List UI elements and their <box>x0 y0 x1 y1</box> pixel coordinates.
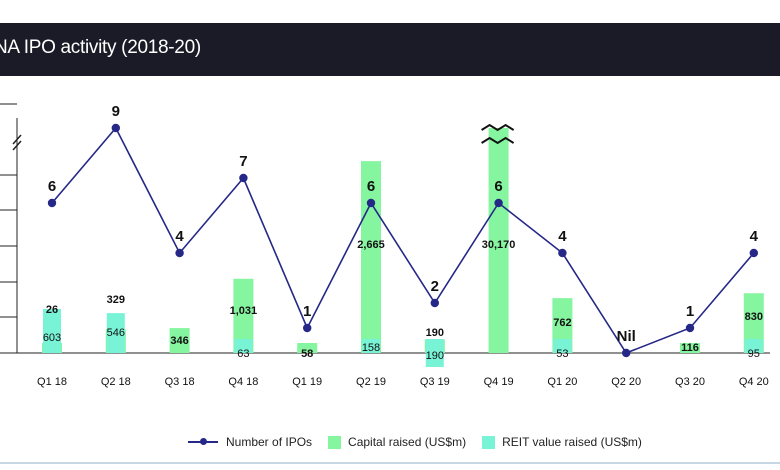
legend-label-reit: REIT value raised (US$m) <box>502 435 642 449</box>
legend-item-ipos: Number of IPOs <box>188 435 312 449</box>
axis-layer <box>0 103 770 354</box>
bar-break-icon <box>481 123 515 132</box>
chart-title: NA IPO activity (2018-20) <box>0 37 201 58</box>
reit-data-label: 95 <box>748 348 760 360</box>
x-tick-label: Q4 18 <box>228 376 258 388</box>
ipo-point <box>366 198 376 208</box>
capital-bar <box>297 343 318 353</box>
capital-data-label: 830 <box>745 311 763 323</box>
capital-data-label: 762 <box>553 317 571 329</box>
capital-bar <box>743 293 764 353</box>
ipo-data-label: 2 <box>431 278 439 295</box>
capital-swatch-icon <box>328 435 342 449</box>
ipo-data-label: 9 <box>112 103 120 120</box>
capital-data-label: 1,031 <box>230 305 258 317</box>
ipo-point <box>239 173 248 183</box>
capital-bar <box>361 161 381 353</box>
x-tick-label: Q2 20 <box>611 376 641 388</box>
title-bar: NA IPO activity (2018-20) <box>0 23 780 76</box>
capital-data-label: 346 <box>170 335 188 347</box>
ipo-data-label: 7 <box>239 153 247 170</box>
ipo-data-label: 6 <box>48 178 56 195</box>
reit-data-label: 603 <box>43 332 61 344</box>
x-tick-label: Q1 18 <box>37 376 67 388</box>
reit-bar <box>553 339 572 353</box>
ipo-data-label: 1 <box>303 303 311 320</box>
x-tick-label: Q3 19 <box>420 376 450 388</box>
capital-data-label: 30,170 <box>482 239 516 251</box>
x-tick-label: Q1 20 <box>547 376 577 388</box>
capital-data-label: 329 <box>107 294 125 306</box>
capital-data-label: 26 <box>46 304 58 316</box>
chart-legend: Number of IPOs Capital raised (US$m) REI… <box>188 432 658 452</box>
x-tick-label: Q4 19 <box>484 376 514 388</box>
ipo-point <box>175 248 184 258</box>
ipo-data-label: 4 <box>750 228 759 245</box>
reit-swatch-icon <box>482 435 496 449</box>
legend-item-capital: Capital raised (US$m) <box>328 435 466 449</box>
line-layer <box>47 123 758 358</box>
reit-bar <box>425 353 444 367</box>
axis-break-mark <box>12 134 22 145</box>
x-tick-label: Q2 19 <box>356 376 386 388</box>
x-tick-label: Q3 20 <box>675 376 705 388</box>
reit-bar <box>234 339 253 353</box>
reit-data-label: 53 <box>556 348 568 360</box>
reit-bar <box>362 339 380 353</box>
reit-data-label: 546 <box>107 327 125 339</box>
ipo-point <box>558 248 567 258</box>
legend-label-ipos: Number of IPOs <box>226 435 313 449</box>
x-tick-label: Q2 18 <box>101 376 131 388</box>
ipo-point <box>749 248 758 258</box>
x-tick-label: Q1 19 <box>292 376 322 388</box>
label-layer: 694716264Nil14263293461,031582,66519030,… <box>37 103 769 388</box>
reit-bar <box>43 308 61 353</box>
ipo-point <box>494 198 503 208</box>
capital-bar <box>233 278 254 353</box>
line-marker-icon <box>188 438 218 445</box>
ipo-data-label: 6 <box>367 178 375 195</box>
capital-data-label: 190 <box>426 327 444 339</box>
capital-bar <box>169 328 190 353</box>
ipo-series-line <box>51 126 755 354</box>
legend-label-capital: Capital raised (US$m) <box>348 435 467 449</box>
bar-break-icon <box>481 136 515 145</box>
footer-divider <box>0 462 780 464</box>
ipo-data-label: 4 <box>175 228 184 245</box>
ipo-point <box>111 123 121 133</box>
ipo-data-label: 4 <box>558 228 567 245</box>
reit-data-label: 63 <box>237 348 249 360</box>
ipo-data-label: Nil <box>617 328 636 345</box>
reit-bar <box>425 339 444 353</box>
axis-break-mark <box>12 140 22 151</box>
ipo-point <box>430 298 439 308</box>
ipo-point <box>47 198 57 208</box>
reit-data-label: 158 <box>362 342 380 354</box>
x-tick-label: Q4 20 <box>739 376 769 388</box>
capital-data-label: 2,665 <box>357 239 385 251</box>
bar-layer <box>42 123 764 367</box>
capital-bar <box>680 343 700 353</box>
ipo-point <box>622 348 631 358</box>
ipo-data-label: 6 <box>494 178 502 195</box>
ipo-point <box>685 323 695 333</box>
capital-bar <box>488 128 509 353</box>
capital-data-label: 58 <box>301 348 313 360</box>
ipo-point <box>303 323 312 333</box>
reit-bar <box>106 313 125 353</box>
reit-data-label: 190 <box>426 350 444 362</box>
capital-data-label: 116 <box>681 342 699 354</box>
ipo-data-label: 1 <box>686 303 694 320</box>
legend-item-reit: REIT value raised (US$m) <box>482 435 642 449</box>
reit-bar <box>744 339 763 353</box>
x-tick-label: Q3 18 <box>165 376 195 388</box>
